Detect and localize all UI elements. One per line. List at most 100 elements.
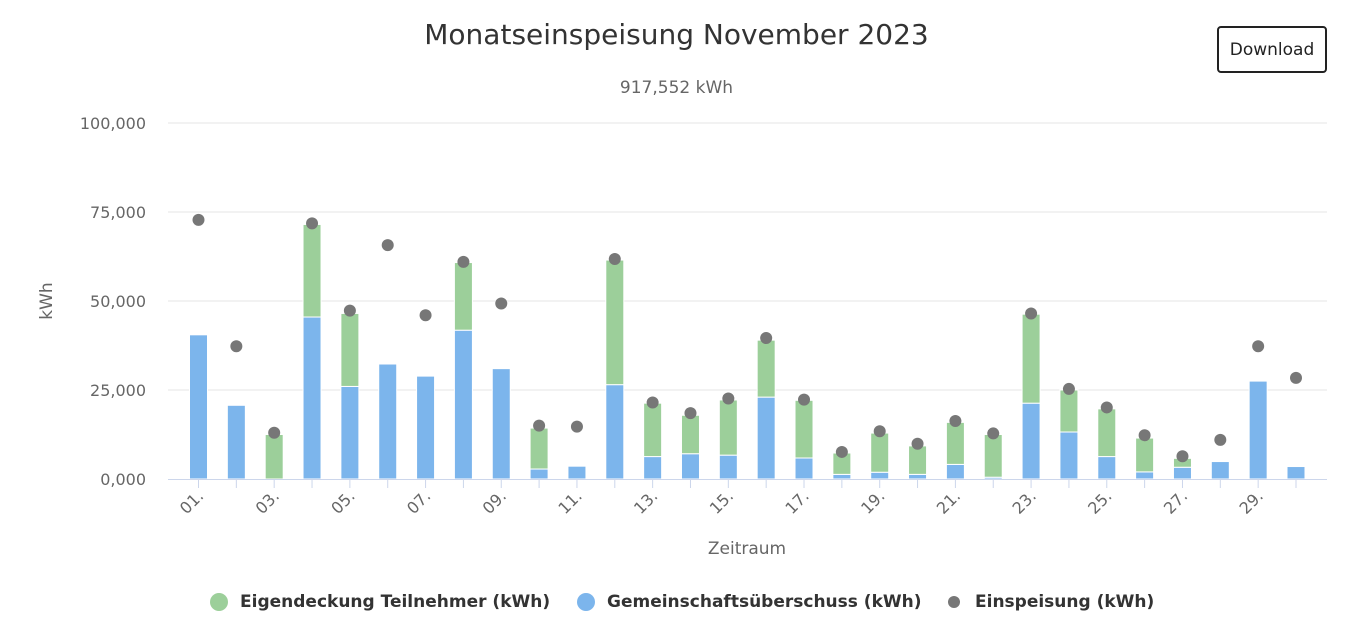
legend-marker-einspeisung <box>948 596 960 608</box>
bar-gemeinschaftsueberschuss <box>1021 402 1041 480</box>
bar-gemeinschaftsueberschuss <box>794 457 814 480</box>
y-tick-label: 0,000 <box>100 470 146 489</box>
bar-gemeinschaftsueberschuss <box>756 396 776 480</box>
bar-gemeinschaftsueberschuss <box>378 363 398 480</box>
point-einspeisung <box>533 419 546 432</box>
legend-label-gemeinschaftsueberschuss: Gemeinschaftsüberschuss (kWh) <box>607 592 922 612</box>
bar-eigendeckung <box>1059 389 1079 433</box>
bar-eigendeckung <box>756 339 776 398</box>
x-tick-label: 01. <box>176 486 207 517</box>
point-einspeisung <box>987 427 1000 440</box>
legend-marker-eigendeckung <box>210 593 228 611</box>
x-tick-label: 27. <box>1160 486 1191 517</box>
bar-gemeinschaftsueberschuss <box>1135 471 1155 480</box>
bar-gemeinschaftsueberschuss <box>1172 466 1192 480</box>
point-einspeisung <box>495 297 508 310</box>
legend-label-einspeisung: Einspeisung (kWh) <box>975 592 1155 612</box>
x-tick-label: 23. <box>1008 486 1039 517</box>
x-axis-label: Zeitraum <box>708 539 786 559</box>
legend-item-gemeinschaftsueberschuss[interactable]: Gemeinschaftsüberschuss (kWh) <box>577 592 922 612</box>
point-einspeisung <box>1100 401 1113 414</box>
y-tick-label: 50,000 <box>90 292 146 311</box>
bar-eigendeckung <box>302 223 322 318</box>
point-einspeisung <box>646 396 659 409</box>
y-tick-label: 100,000 <box>80 114 146 133</box>
bar-gemeinschaftsueberschuss <box>832 473 852 480</box>
point-einspeisung <box>684 407 697 420</box>
bar-eigendeckung <box>680 414 700 455</box>
y-tick-label: 75,000 <box>90 203 146 222</box>
chart-subtitle: 917,552 kWh <box>619 78 734 98</box>
x-axis: 01. 03. 05. 07. 09. 11. 13. 15. 17. 19. 21. 23. 25. 2… <box>168 479 1327 518</box>
bar-eigendeckung <box>983 434 1003 478</box>
bar-gemeinschaftsueberschuss <box>189 334 208 480</box>
bar-eigendeckung <box>453 262 473 331</box>
download-button[interactable]: Download <box>1217 26 1327 73</box>
bar-gemeinschaftsueberschuss <box>945 463 965 480</box>
point-einspeisung <box>1290 371 1302 384</box>
bar-eigendeckung <box>1097 408 1117 458</box>
bar-gemeinschaftsueberschuss <box>718 454 738 480</box>
point-einspeisung <box>722 392 735 405</box>
y-axis-ticks: 0,000 25,000 50,000 75,000 100,000 <box>80 114 146 489</box>
bar-eigendeckung <box>529 427 549 470</box>
point-einspeisung <box>1062 382 1075 395</box>
point-einspeisung <box>381 239 394 252</box>
point-einspeisung <box>798 393 811 406</box>
point-einspeisung <box>1025 307 1038 320</box>
bar-gemeinschaftsueberschuss <box>908 473 928 480</box>
point-einspeisung <box>268 426 281 439</box>
bar-gemeinschaftsueberschuss <box>1097 456 1117 480</box>
x-tick-label: 21. <box>933 486 964 517</box>
bar-gemeinschaftsueberschuss <box>416 375 436 480</box>
x-tick-label: 29. <box>1236 486 1267 517</box>
bar-gemeinschaftsueberschuss <box>226 404 246 480</box>
y-tick-label: 25,000 <box>90 381 146 400</box>
x-tick-label: 11. <box>554 486 585 517</box>
point-einspeisung <box>608 252 621 265</box>
bar-eigendeckung <box>794 399 814 459</box>
point-einspeisung <box>873 425 886 438</box>
point-einspeisung <box>343 304 356 317</box>
bar-eigendeckung <box>870 432 890 473</box>
bar-eigendeckung <box>264 434 284 480</box>
bar-eigendeckung <box>1135 437 1155 473</box>
chart-title: Monatseinspeisung November 2023 <box>424 18 929 51</box>
point-einspeisung <box>1176 450 1189 463</box>
bar-gemeinschaftsueberschuss <box>605 384 625 480</box>
point-einspeisung <box>419 309 432 322</box>
x-tick-label: 05. <box>327 486 358 517</box>
y-axis-label: kWh <box>37 282 57 319</box>
legend-item-eigendeckung[interactable]: Eigendeckung Teilnehmer (kWh) <box>210 592 550 612</box>
bar-gemeinschaftsueberschuss <box>567 465 587 480</box>
legend: Eigendeckung Teilnehmer (kWh) Gemeinscha… <box>0 592 1353 622</box>
point-einspeisung <box>192 213 205 226</box>
bar-gemeinschaftsueberschuss <box>529 468 549 480</box>
point-einspeisung <box>911 437 924 450</box>
point-einspeisung <box>760 332 773 345</box>
point-einspeisung <box>306 217 319 230</box>
bar-gemeinschaftsueberschuss <box>1210 461 1230 480</box>
bar-gemeinschaftsueberschuss <box>302 316 322 480</box>
bar-eigendeckung <box>718 399 738 456</box>
x-tick-label: 25. <box>1084 486 1115 517</box>
x-tick-label: 19. <box>857 486 888 517</box>
bar-gemeinschaftsueberschuss <box>453 329 473 480</box>
bar-gemeinschaftsueberschuss <box>1059 431 1079 480</box>
legend-marker-gemeinschaftsueberschuss <box>577 593 595 611</box>
chart-plot: 0,000 25,000 50,000 75,000 100,000 01. 03. 05.… <box>37 114 1327 559</box>
bar-eigendeckung <box>605 259 625 386</box>
bar-gemeinschaftsueberschuss <box>340 385 360 480</box>
point-einspeisung <box>570 420 583 433</box>
bar-gemeinschaftsueberschuss <box>643 456 663 480</box>
legend-label-eigendeckung: Eigendeckung Teilnehmer (kWh) <box>240 592 551 612</box>
x-tick-label: 13. <box>630 486 661 517</box>
bar-gemeinschaftsueberschuss <box>491 368 511 480</box>
point-einspeisung <box>949 414 962 427</box>
grid-lines <box>168 122 1327 391</box>
bar-gemeinschaftsueberschuss <box>1286 466 1306 480</box>
x-tick-label: 15. <box>706 486 737 517</box>
point-einspeisung <box>835 445 848 458</box>
bar-eigendeckung <box>340 312 360 387</box>
legend-item-einspeisung[interactable]: Einspeisung (kWh) <box>945 592 1154 612</box>
